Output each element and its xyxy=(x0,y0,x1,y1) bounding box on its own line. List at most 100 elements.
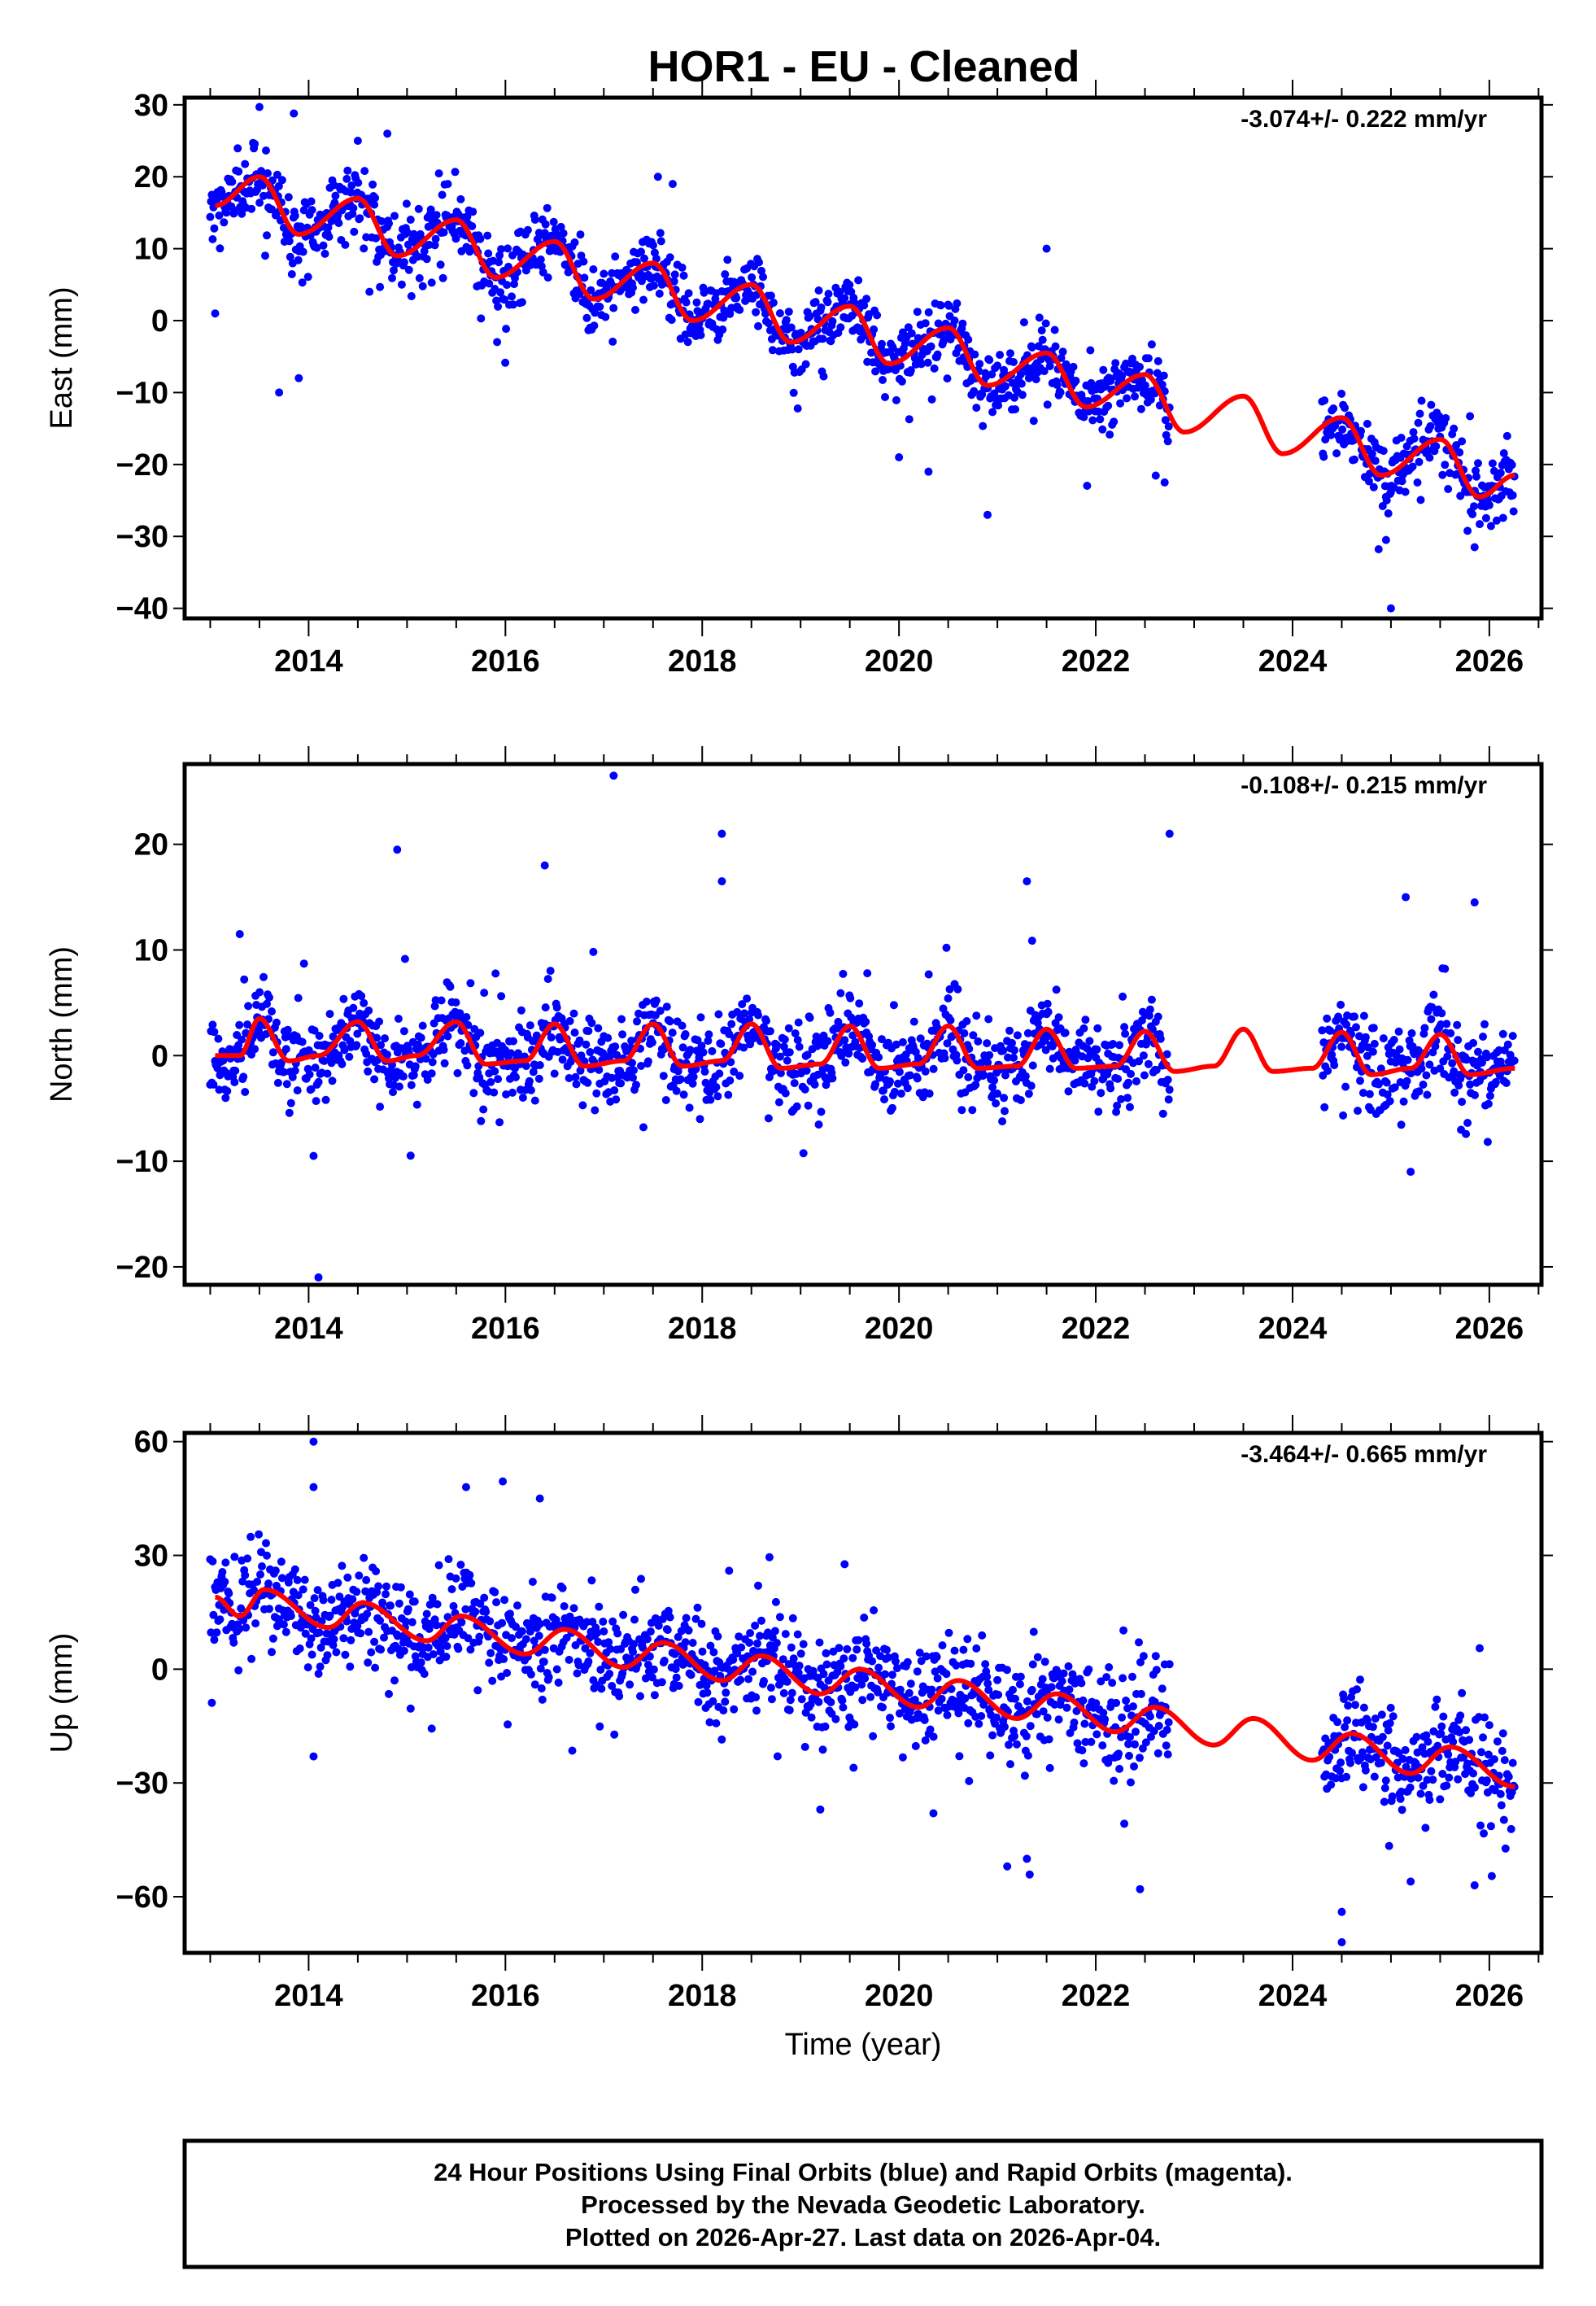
data-point xyxy=(1472,472,1480,481)
data-point xyxy=(906,1679,915,1688)
data-point xyxy=(772,1041,781,1050)
data-point xyxy=(596,1666,605,1674)
data-point xyxy=(341,240,350,249)
data-point xyxy=(357,992,366,1001)
data-point xyxy=(1064,1662,1073,1671)
data-point xyxy=(721,270,730,279)
data-point xyxy=(940,1054,949,1063)
data-point xyxy=(216,244,225,253)
data-point xyxy=(348,1595,357,1604)
data-point xyxy=(386,1601,395,1610)
data-point xyxy=(957,1106,966,1115)
data-point xyxy=(766,291,775,300)
y-axis-label: Up (mm) xyxy=(45,1633,79,1754)
data-point xyxy=(255,1027,264,1036)
data-point xyxy=(670,270,679,279)
data-point xyxy=(676,1075,685,1084)
data-point xyxy=(696,1115,704,1124)
data-point xyxy=(922,1652,931,1661)
data-point xyxy=(1368,1723,1377,1732)
data-point xyxy=(480,989,489,998)
data-point xyxy=(1423,1775,1432,1784)
data-point xyxy=(942,1670,951,1679)
data-point xyxy=(659,1072,668,1081)
data-point xyxy=(723,255,732,264)
data-point xyxy=(1001,1071,1009,1080)
data-point xyxy=(1092,1730,1101,1739)
data-point xyxy=(759,273,767,282)
data-point xyxy=(374,1582,383,1591)
data-point xyxy=(558,1055,567,1064)
data-point xyxy=(464,1020,473,1029)
data-point xyxy=(1023,1697,1031,1705)
data-point xyxy=(1469,1769,1477,1778)
x-tick-label: 2022 xyxy=(1062,1979,1131,2013)
data-point xyxy=(547,1033,556,1042)
data-point xyxy=(839,1654,848,1663)
data-point xyxy=(688,1639,697,1647)
data-point xyxy=(821,1722,830,1731)
y-tick-label: 20 xyxy=(134,160,168,194)
data-point xyxy=(990,1076,999,1085)
data-point xyxy=(1410,435,1419,443)
data-point xyxy=(268,1634,277,1643)
data-point xyxy=(255,988,264,997)
data-point xyxy=(210,1028,219,1037)
x-tick-label: 2024 xyxy=(1258,644,1328,679)
data-point xyxy=(1358,1089,1367,1098)
data-point xyxy=(815,1638,824,1647)
data-point xyxy=(597,1684,606,1693)
y-tick-label: −10 xyxy=(116,376,168,410)
data-point xyxy=(822,1649,831,1657)
data-point xyxy=(466,979,475,988)
data-point xyxy=(916,1034,925,1043)
data-point xyxy=(395,1599,403,1608)
data-point xyxy=(483,231,492,240)
data-point xyxy=(927,342,935,351)
data-point xyxy=(1337,1042,1346,1051)
data-point xyxy=(1027,1081,1036,1090)
data-point xyxy=(364,1007,373,1015)
data-point xyxy=(732,294,741,303)
data-point xyxy=(862,295,871,304)
data-point xyxy=(702,1681,711,1690)
data-point xyxy=(294,255,303,264)
data-point xyxy=(642,998,651,1006)
data-point xyxy=(418,282,427,290)
data-point xyxy=(517,1627,526,1636)
data-point xyxy=(615,1692,624,1701)
outlier-point xyxy=(717,877,726,886)
data-point xyxy=(1489,1755,1498,1764)
data-point xyxy=(406,1704,415,1713)
data-point xyxy=(310,1594,319,1603)
data-point xyxy=(371,1663,380,1672)
data-point xyxy=(652,254,661,263)
outlier-point xyxy=(211,309,220,318)
data-point xyxy=(1498,1029,1507,1038)
data-point xyxy=(406,1151,415,1160)
data-point xyxy=(696,1013,705,1022)
data-point xyxy=(761,309,770,318)
data-point xyxy=(574,1661,583,1670)
data-point xyxy=(836,323,845,332)
data-point xyxy=(1092,1045,1101,1054)
data-point xyxy=(968,1106,977,1115)
x-tick-label: 2016 xyxy=(471,644,540,679)
data-point xyxy=(1058,347,1067,356)
data-point xyxy=(1435,412,1444,421)
footer-line-3: Plotted on 2026-Apr-27. Last data on 202… xyxy=(565,2223,1161,2251)
x-tick-label: 2022 xyxy=(1062,1312,1131,1346)
data-point xyxy=(613,1050,621,1059)
plot-frame xyxy=(182,762,1544,1287)
data-point xyxy=(595,1602,604,1611)
data-point xyxy=(218,1568,227,1576)
data-point xyxy=(1036,355,1045,364)
data-point xyxy=(1462,1726,1471,1735)
data-point xyxy=(1044,1735,1053,1744)
data-point xyxy=(1414,1773,1423,1782)
data-point xyxy=(1340,1695,1349,1703)
data-point xyxy=(588,1618,597,1627)
data-point xyxy=(993,1675,1002,1684)
data-point xyxy=(1481,513,1490,522)
outlier-point xyxy=(1042,244,1051,253)
